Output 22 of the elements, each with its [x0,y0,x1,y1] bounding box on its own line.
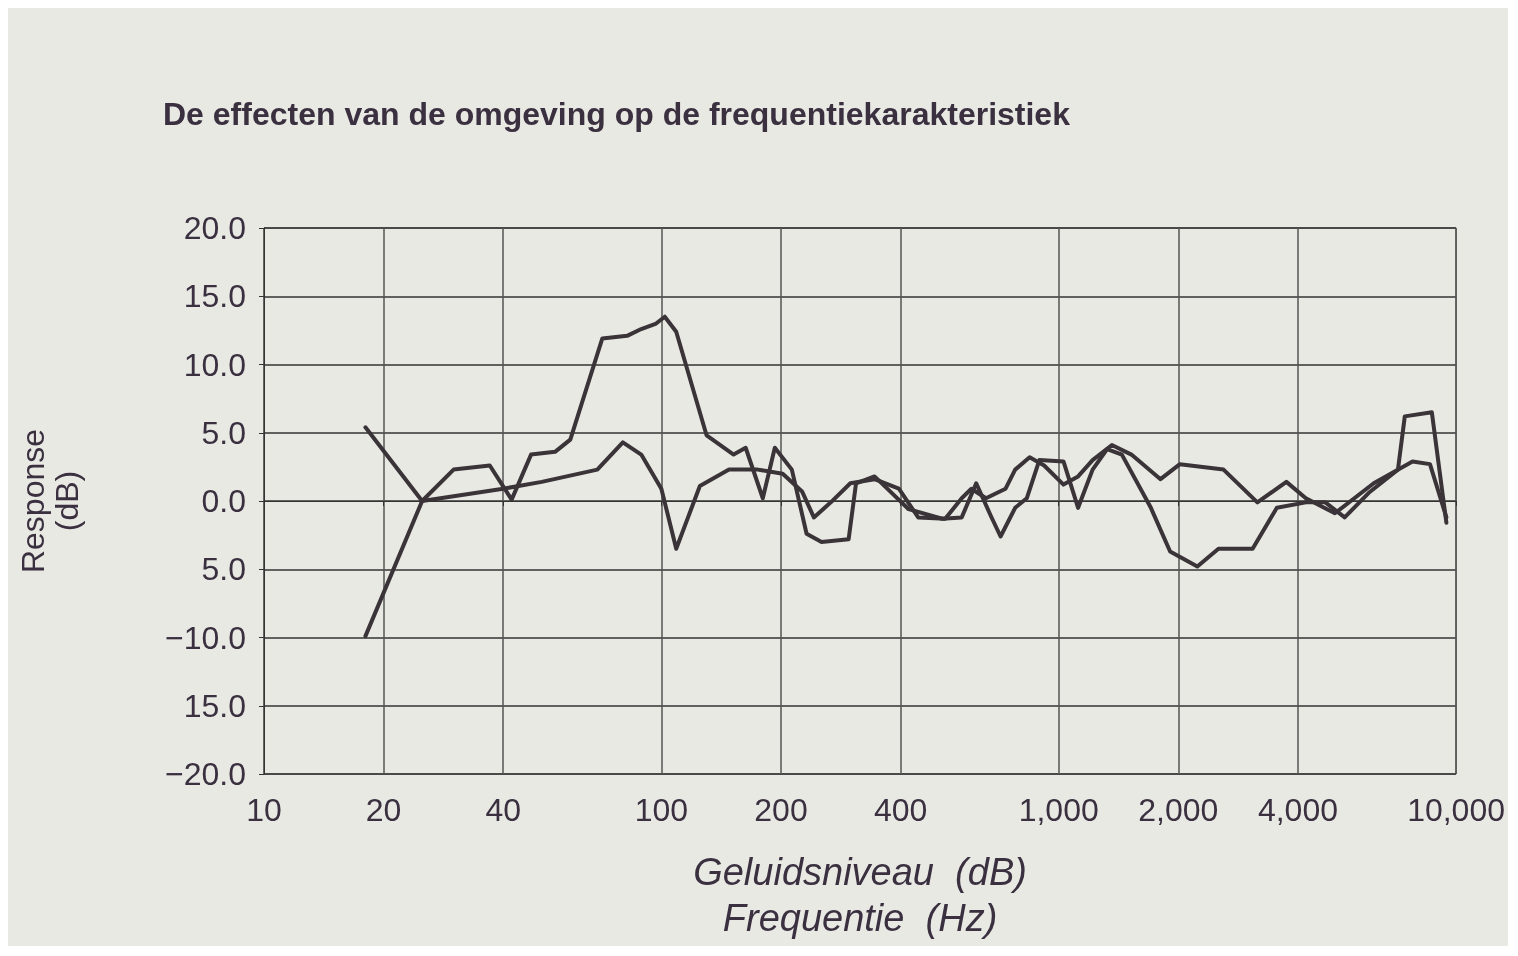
x-tick-label: 400 [873,792,928,828]
chart-title: De effecten van de omgeving op de frequentiekarakteristiek [163,96,1071,132]
y-tick-label: 15.0 [183,687,246,724]
y-axis-title: Response (dB) [15,428,85,574]
x-tick-label: 1,000 [1018,792,1099,828]
y-tick-label: −10.0 [165,619,246,656]
x-tick-label: 200 [754,792,808,828]
y-tick-label: 0.0 [201,483,246,519]
y-tick-label: 5.0 [201,414,246,451]
x-tick-label: 4,000 [1257,792,1338,828]
x-tick-label: 20 [365,792,402,828]
x-tick-label: 100 [634,792,689,828]
x-tick-label: 2,000 [1138,792,1219,828]
x-tick-label: 40 [485,792,522,828]
x-axis-title: Geluidsniveau (dB) Frequentie (Hz) [693,851,1027,939]
x-tick-label: 10,000 [1407,792,1505,828]
y-tick-label: 20.0 [183,210,246,246]
y-tick-label: 5.0 [201,551,246,588]
y-tick-label: 10.0 [183,346,246,383]
x-tick-label: 10 [246,792,282,828]
y-tick-label: 15.0 [183,278,246,315]
y-tick-label: −20.0 [165,756,246,792]
